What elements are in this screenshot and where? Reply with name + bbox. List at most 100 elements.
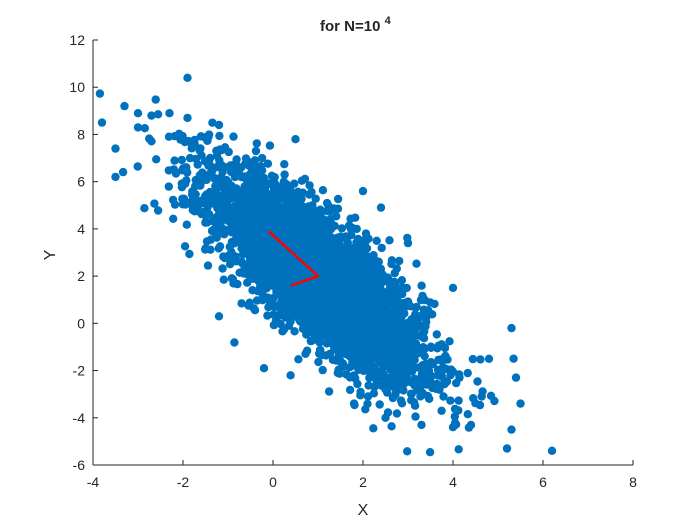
scatter-point <box>395 378 404 387</box>
axes <box>92 39 634 466</box>
scatter-point-outlier <box>97 118 107 127</box>
scatter-point <box>219 225 229 234</box>
scatter-point <box>319 231 328 240</box>
scatter-point <box>95 89 105 98</box>
scatter-point <box>257 153 267 163</box>
scatter-point <box>269 320 279 330</box>
scatter-point <box>382 349 391 359</box>
scatter-point <box>411 376 421 385</box>
scatter-point <box>219 275 228 284</box>
scatter-point <box>269 273 278 282</box>
scatter-point <box>412 259 421 268</box>
scatter-point <box>279 325 289 334</box>
scatter-point <box>290 179 299 188</box>
scatter-point <box>178 131 187 141</box>
scatter-point <box>318 365 327 375</box>
scatter-point <box>361 229 371 238</box>
scatter-point <box>170 156 179 165</box>
scatter-point <box>322 251 332 260</box>
scatter-point <box>248 286 257 295</box>
scatter-point <box>280 170 289 179</box>
scatter-point-outlier <box>165 109 174 118</box>
scatter-point <box>237 299 246 308</box>
scatter-point <box>329 279 338 288</box>
scatter-point <box>363 325 372 334</box>
scatter-point <box>297 313 306 322</box>
scatter-point <box>355 239 364 248</box>
scatter-point <box>416 295 426 305</box>
scatter-point <box>297 176 307 185</box>
x-tick-label: -2 <box>177 474 190 490</box>
scatter-point <box>310 323 319 332</box>
scatter-point <box>337 224 347 233</box>
scatter-point <box>118 167 128 177</box>
scatter-point <box>230 338 239 347</box>
scatter-point-outlier <box>120 101 129 111</box>
scatter-point <box>372 293 381 302</box>
scatter-point <box>314 332 324 341</box>
scatter-point <box>379 288 388 297</box>
scatter-point <box>473 377 482 386</box>
scatter-point <box>422 361 432 370</box>
scatter-point <box>244 157 253 166</box>
scatter-point <box>285 316 295 325</box>
scatter-point <box>265 141 275 150</box>
scatter-point <box>437 406 446 415</box>
scatter-point <box>455 373 464 382</box>
scatter-point <box>410 355 419 365</box>
scatter-point-outlier <box>111 144 120 153</box>
scatter-point <box>345 363 354 372</box>
scatter-point <box>279 177 288 186</box>
scatter-point <box>446 396 455 405</box>
scatter-point <box>369 424 378 433</box>
scatter-point <box>439 380 448 389</box>
scatter-point <box>180 242 190 251</box>
scatter-point <box>406 389 416 398</box>
x-tick-label: 8 <box>629 474 637 490</box>
scatter-point <box>390 269 399 278</box>
scatter-point <box>454 406 463 415</box>
scatter-point <box>316 314 325 324</box>
scatter-point <box>192 180 201 190</box>
scatter-point <box>397 276 407 285</box>
scatter-point <box>384 379 394 388</box>
scatter-point <box>351 213 360 222</box>
scatter-point <box>164 182 173 191</box>
scatter-point <box>224 251 233 261</box>
scatter-point <box>280 225 289 234</box>
scatter-point <box>229 132 238 141</box>
scatter-point <box>212 223 221 232</box>
scatter-point <box>336 301 345 311</box>
scatter-point <box>426 343 436 352</box>
scatter-point <box>387 422 396 431</box>
scatter-point <box>346 270 356 280</box>
scatter-point <box>303 223 312 233</box>
scatter-point <box>202 237 212 246</box>
scatter-point <box>376 372 386 381</box>
scatter-point <box>405 361 414 370</box>
scatter-point <box>322 198 332 208</box>
scatter-point <box>286 371 295 380</box>
scatter-point <box>341 321 350 330</box>
scatter-point <box>371 256 380 265</box>
scatter-point <box>195 146 204 155</box>
x-tick-label: 2 <box>359 474 367 490</box>
scatter-point <box>264 303 273 312</box>
scatter-point <box>415 345 425 354</box>
scatter-point <box>209 173 218 182</box>
scatter-point <box>357 341 367 350</box>
scatter-point <box>233 279 242 289</box>
scatter-point <box>303 252 312 261</box>
scatter-point <box>356 391 365 400</box>
scatter-point <box>367 306 377 315</box>
scatter-point <box>367 369 376 378</box>
scatter-point <box>371 286 381 295</box>
scatter-point <box>185 249 194 259</box>
scatter-point <box>328 339 337 349</box>
scatter-point <box>361 305 370 314</box>
scatter-point <box>253 275 262 284</box>
scatter-point <box>385 324 395 333</box>
scatter-point <box>178 200 187 209</box>
scatter-point <box>205 196 214 205</box>
scatter-point <box>407 396 416 405</box>
